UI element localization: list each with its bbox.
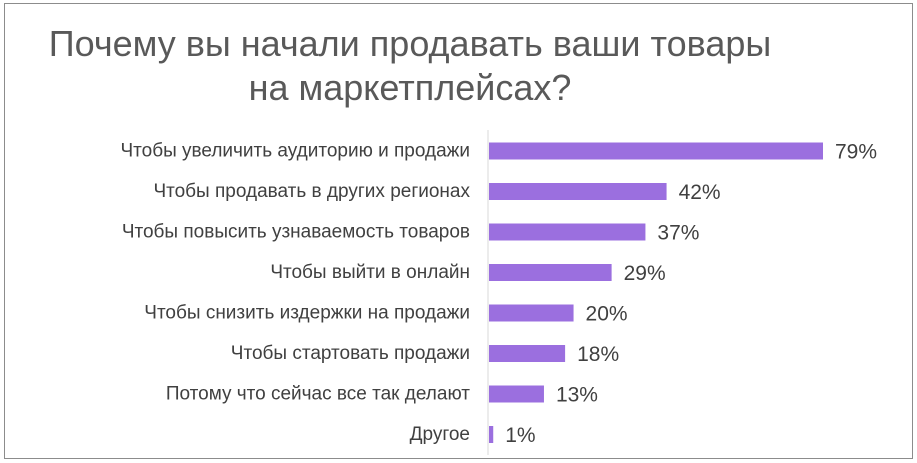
bar xyxy=(489,385,544,403)
bar xyxy=(489,345,566,362)
category-label: Чтобы продавать в других регионах xyxy=(153,181,470,202)
value-label: 18% xyxy=(577,343,619,366)
bar xyxy=(489,304,574,322)
value-label: 42% xyxy=(679,181,721,204)
bars-group: Чтобы увеличить аудиторию и продажи 79% Чт… xyxy=(120,141,877,448)
bar xyxy=(489,264,612,281)
chart-frame xyxy=(4,3,913,459)
value-label: 20% xyxy=(586,303,628,326)
chart-title-line-2: на маркетплейсах? xyxy=(248,67,572,108)
category-label: Чтобы снизить издержки на продажи xyxy=(144,303,470,324)
category-label: Чтобы стартовать продажи xyxy=(231,343,470,364)
chart-title: Почему вы начали продавать ваши товары н… xyxy=(0,22,820,110)
value-label: 13% xyxy=(556,384,598,407)
value-label: 37% xyxy=(657,222,699,245)
bar xyxy=(489,223,646,241)
value-label: 79% xyxy=(835,141,877,164)
value-label: 29% xyxy=(624,262,666,285)
category-label: Чтобы увеличить аудиторию и продажи xyxy=(120,141,470,162)
category-label: Другое xyxy=(410,424,470,445)
category-label: Чтобы выйти в онлайн xyxy=(270,262,470,283)
value-label: 1% xyxy=(505,424,535,447)
category-label: Потому что сейчас все так делают xyxy=(166,384,470,405)
bar xyxy=(489,183,667,200)
bar xyxy=(489,142,823,160)
category-label: Чтобы повысить узнаваемость товаров xyxy=(122,222,470,243)
bar xyxy=(489,426,494,443)
chart-title-line-1: Почему вы начали продавать ваши товары xyxy=(48,23,772,64)
